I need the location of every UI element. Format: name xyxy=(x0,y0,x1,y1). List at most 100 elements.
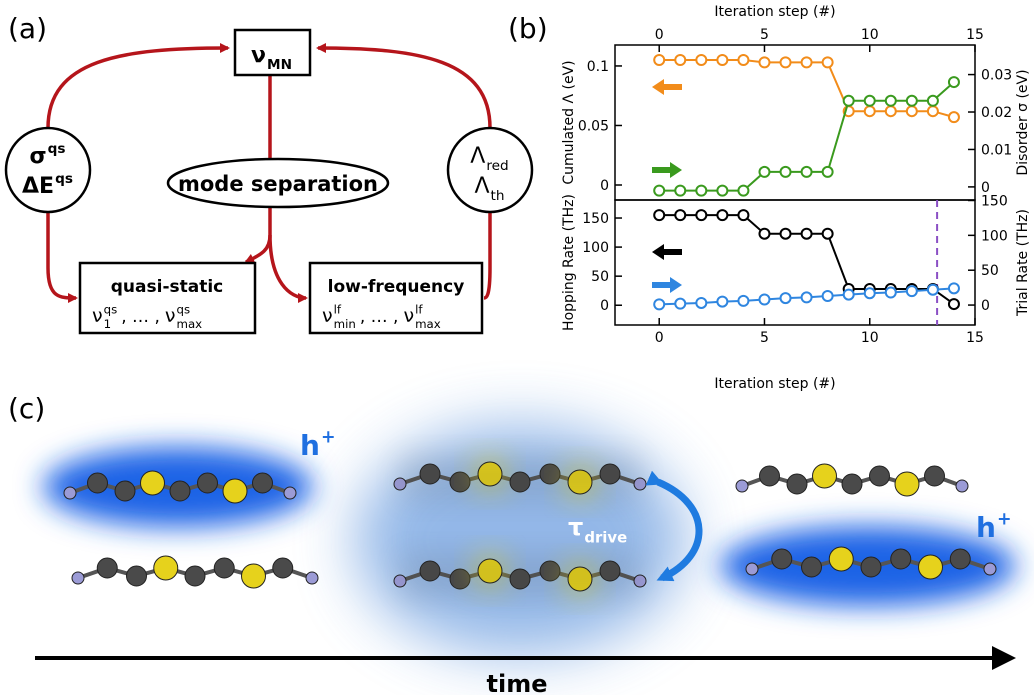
data-point xyxy=(949,299,959,309)
y2-tick-label: 0 xyxy=(981,298,990,314)
atom xyxy=(861,557,881,577)
y2-tick-label: 150 xyxy=(981,193,1008,209)
data-point xyxy=(738,296,748,306)
data-point xyxy=(781,57,791,67)
atom xyxy=(925,466,945,486)
data-point xyxy=(781,167,791,177)
text-part: drive xyxy=(584,529,627,547)
text-part: τ xyxy=(568,513,583,541)
text-part: Λ xyxy=(470,144,485,169)
x-tick-label: 5 xyxy=(760,27,769,43)
atom xyxy=(115,481,135,501)
atom xyxy=(891,549,911,569)
x-tick-label: 10 xyxy=(861,27,879,43)
molecule xyxy=(394,456,646,500)
panel-label: (c) xyxy=(8,392,45,425)
axis-arrow xyxy=(652,162,682,178)
arrow xyxy=(270,235,306,298)
text-part: ν xyxy=(322,305,333,327)
data-point xyxy=(865,106,875,116)
y-tick-label: 0 xyxy=(600,178,609,194)
data-point xyxy=(738,55,748,65)
atom xyxy=(127,566,147,586)
atom xyxy=(760,466,780,486)
data-point xyxy=(949,112,959,122)
text-part: , … , xyxy=(360,307,399,327)
y-tick-label: 0.1 xyxy=(587,59,609,75)
data-point xyxy=(802,292,812,302)
data-point xyxy=(675,186,685,196)
x-tick-label: 15 xyxy=(966,27,984,43)
atom xyxy=(284,487,296,499)
data-point xyxy=(696,210,706,220)
text-part: ν xyxy=(403,305,414,327)
x-tick-label: 15 xyxy=(966,330,984,346)
y-axis-label: Cumulated Λ (eV) xyxy=(561,60,577,184)
atom xyxy=(97,558,117,578)
y-tick-label: 0 xyxy=(600,298,609,314)
atom xyxy=(956,480,968,492)
data-point xyxy=(717,297,727,307)
vibration-blur xyxy=(400,553,640,597)
atom xyxy=(787,474,807,494)
data-point xyxy=(907,286,917,296)
text-part: ν xyxy=(165,305,176,327)
molecule xyxy=(736,464,968,496)
data-point xyxy=(823,291,833,301)
atom xyxy=(306,572,318,584)
atom xyxy=(736,480,748,492)
atom xyxy=(88,473,108,493)
atom xyxy=(154,556,178,580)
data-point xyxy=(844,290,854,300)
data-point xyxy=(675,210,685,220)
data-point xyxy=(928,285,938,295)
x-axis-label: Iteration step (#) xyxy=(714,376,835,392)
x-tick-label: 10 xyxy=(861,330,879,346)
text-part: lf xyxy=(415,302,423,316)
data-point xyxy=(759,294,769,304)
data-point xyxy=(823,229,833,239)
node-label: mode separation xyxy=(178,172,378,196)
figure: (a) (b) (c) mode separation quasi-static… xyxy=(0,0,1034,695)
data-point xyxy=(823,167,833,177)
text-part: + xyxy=(997,509,1012,529)
atom xyxy=(813,464,837,488)
text-part: ν xyxy=(251,43,266,68)
node-label: quasi-static xyxy=(111,277,224,297)
data-point xyxy=(675,299,685,309)
y2-tick-label: 0.02 xyxy=(981,105,1012,121)
x-tick-label: 0 xyxy=(655,330,664,346)
data-point xyxy=(928,96,938,106)
data-point xyxy=(781,229,791,239)
data-point xyxy=(802,167,812,177)
molecule xyxy=(72,556,318,588)
data-point xyxy=(696,55,706,65)
atom xyxy=(950,549,970,569)
data-point xyxy=(865,288,875,298)
atom xyxy=(870,466,890,486)
panel-label: (a) xyxy=(8,12,47,45)
arrow xyxy=(48,48,228,128)
y-tick-label: 50 xyxy=(591,269,609,285)
data-point xyxy=(865,96,875,106)
atom xyxy=(185,566,205,586)
data-point xyxy=(675,55,685,65)
y2-tick-label: 100 xyxy=(981,228,1008,244)
text-part: red xyxy=(486,158,508,174)
text-part: Λ xyxy=(474,174,489,199)
rich-text: h+ xyxy=(300,427,335,462)
arrow xyxy=(484,212,490,298)
y-tick-label: 100 xyxy=(582,240,609,256)
data-point xyxy=(654,55,664,65)
atom xyxy=(802,557,822,577)
text-part: ν xyxy=(92,305,103,327)
data-point xyxy=(759,57,769,67)
text-part: h xyxy=(976,511,996,544)
x-tick-label: 0 xyxy=(655,27,664,43)
data-point xyxy=(907,96,917,106)
data-point xyxy=(717,210,727,220)
text-part: 1 xyxy=(104,317,112,331)
x-tick-label: 5 xyxy=(760,330,769,346)
y-tick-label: 0.05 xyxy=(578,118,609,134)
data-point xyxy=(886,96,896,106)
